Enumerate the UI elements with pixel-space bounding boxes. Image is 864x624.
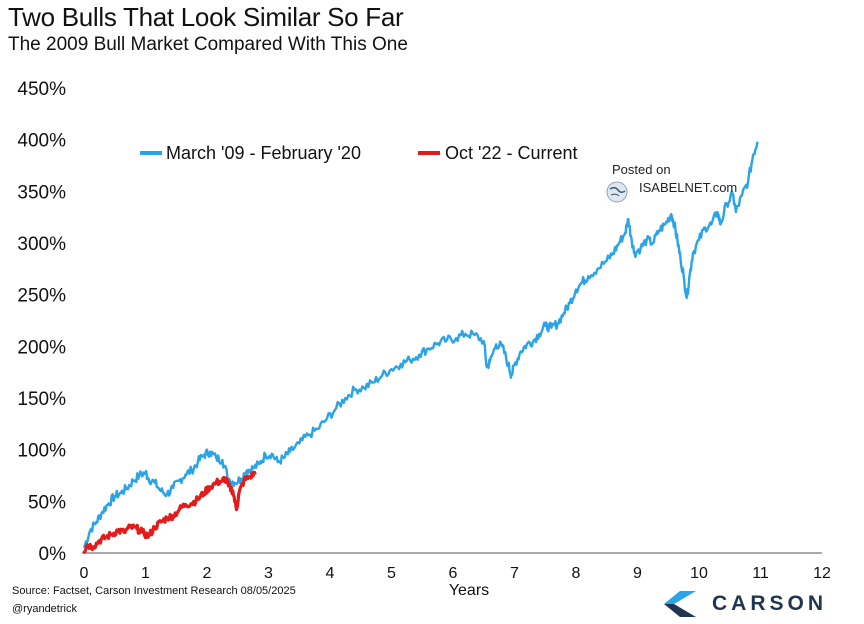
y-tick-label: 300%	[17, 234, 66, 255]
watermark-posted-label: Posted on	[612, 162, 671, 177]
author-handle: @ryandetrick	[12, 603, 77, 615]
x-tick-label: 3	[264, 565, 273, 582]
x-tick-label: 2	[203, 565, 212, 582]
y-tick-label: 150%	[17, 389, 66, 410]
x-tick-label: 1	[141, 565, 150, 582]
chart-subtitle: The 2009 Bull Market Compared With This …	[8, 34, 408, 55]
series-line-march-09-feb-20	[82, 141, 759, 549]
x-tick-label: 6	[449, 565, 458, 582]
y-tick-label: 100%	[17, 441, 66, 462]
globe-icon	[606, 181, 628, 203]
legend-label-march-09: March '09 - February '20	[166, 143, 361, 163]
y-axis-tick-labels: 0% 50% 100% 150% 200% 250% 300% 350% 400% 450%	[17, 79, 66, 565]
source-note: Source: Factset, Carson Investment Resea…	[12, 585, 296, 597]
legend: March '09 - February '20 Oct '22 - Curre…	[140, 143, 577, 163]
x-tick-label: 9	[633, 565, 642, 582]
x-tick-label: 11	[752, 565, 769, 582]
x-tick-label: 10	[690, 565, 708, 582]
y-tick-label: 50%	[28, 492, 66, 513]
y-tick-label: 200%	[17, 337, 66, 358]
chart-title: Two Bulls That Look Similar So Far	[8, 2, 404, 32]
carson-logo-icon	[664, 591, 696, 617]
x-axis-label: Years	[449, 582, 489, 599]
x-tick-label: 8	[572, 565, 581, 582]
x-tick-label: 7	[510, 565, 519, 582]
x-tick-label: 12	[813, 565, 831, 582]
y-tick-label: 0%	[39, 544, 67, 565]
y-tick-label: 450%	[17, 79, 66, 100]
x-tick-label: 0	[80, 565, 89, 582]
y-tick-label: 250%	[17, 286, 66, 307]
x-tick-label: 4	[326, 565, 335, 582]
carson-brand-name: CARSON	[712, 592, 828, 615]
x-tick-label: 5	[387, 565, 396, 582]
y-tick-label: 350%	[17, 182, 66, 203]
legend-label-oct-22: Oct '22 - Current	[445, 143, 577, 163]
watermark-brand: ISABELNET.com	[639, 180, 738, 195]
series-lines	[82, 141, 759, 554]
series-line-oct-22-current	[82, 470, 257, 554]
x-axis-tick-labels: 0 1 2 3 4 5 6 7 8 9 10 11 12	[80, 565, 831, 582]
y-tick-label: 400%	[17, 131, 66, 152]
